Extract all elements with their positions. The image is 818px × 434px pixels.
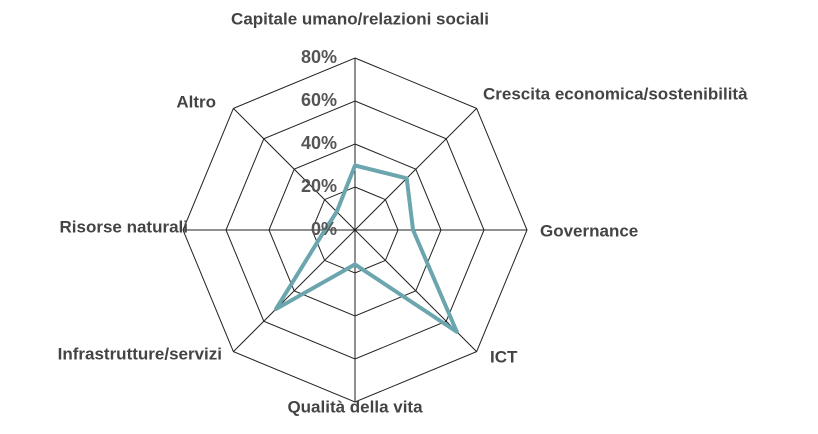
y-tick-label: 80% (301, 47, 337, 67)
spoke (233, 229, 356, 352)
category-label: ICT (490, 347, 518, 366)
spoke (354, 108, 477, 231)
y-tick-label: 0% (311, 219, 337, 239)
category-label: Risorse naturali (60, 217, 189, 236)
spoke (233, 108, 356, 231)
y-tick-label: 40% (301, 133, 337, 153)
data-line (273, 163, 459, 334)
category-label: Capitale umano/relazioni sociali (231, 9, 489, 28)
y-tick-label: 60% (301, 90, 337, 110)
category-label: Altro (176, 92, 216, 111)
category-label: Infrastrutture/servizi (58, 344, 222, 363)
category-label: Governance (540, 221, 638, 240)
y-tick-label: 20% (301, 176, 337, 196)
category-label: Crescita economica/sostenibilità (483, 84, 748, 103)
category-label: Qualità della vita (287, 397, 423, 416)
